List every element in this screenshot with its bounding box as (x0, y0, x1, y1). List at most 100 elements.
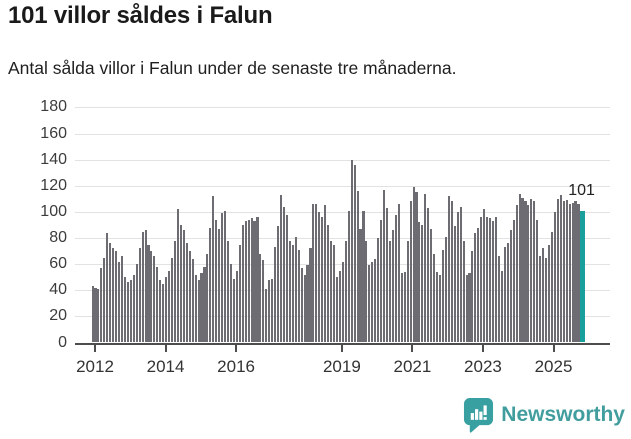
bar (268, 279, 271, 343)
bar (147, 244, 150, 343)
bar (550, 231, 553, 343)
gridline-120 (75, 185, 610, 187)
bar (362, 210, 365, 343)
bar (421, 224, 424, 343)
bar (279, 194, 283, 343)
bar (259, 253, 262, 343)
gridline-80 (75, 238, 610, 240)
bar (126, 282, 129, 343)
y-axis-label-40: 40 (49, 281, 67, 299)
y-axis-label-60: 60 (49, 255, 67, 273)
y-axis-label-0: 0 (58, 333, 67, 351)
bar (394, 214, 397, 343)
gridline-100 (75, 211, 610, 213)
x-tick-2021 (411, 344, 414, 352)
bar (347, 210, 350, 343)
bar (277, 226, 280, 343)
bar (509, 230, 512, 343)
bar (415, 192, 418, 343)
bar (91, 286, 94, 343)
bar (359, 228, 362, 343)
bar (162, 283, 165, 343)
bar (524, 201, 527, 343)
bar (265, 288, 268, 343)
bar (194, 274, 197, 343)
bar (380, 219, 383, 343)
bar (386, 208, 389, 343)
bar (530, 198, 533, 343)
bar (521, 197, 524, 343)
bar (144, 230, 147, 343)
x-tick-2016 (235, 344, 238, 352)
x-axis-label-2025: 2025 (534, 356, 573, 376)
bar (374, 258, 377, 343)
bar (545, 257, 548, 343)
bar (271, 278, 274, 343)
bar (241, 224, 244, 343)
bar (403, 271, 406, 343)
bar (256, 217, 259, 343)
bar (433, 253, 436, 343)
bar (315, 204, 318, 343)
bar (191, 258, 194, 343)
bar (335, 277, 339, 343)
bar (185, 243, 188, 343)
bar (138, 248, 141, 343)
bar (506, 243, 509, 343)
bar (274, 247, 277, 343)
y-axis-label-80: 80 (49, 229, 67, 247)
bar (226, 240, 230, 343)
bar (492, 221, 495, 343)
bar (224, 210, 227, 343)
bar (527, 205, 530, 343)
bar (474, 232, 477, 343)
bar (109, 243, 112, 343)
bar (182, 230, 185, 343)
bar (444, 236, 447, 343)
bar (221, 213, 224, 343)
newsworthy-logo[interactable]: Newsworthy (463, 397, 625, 433)
bar (515, 205, 518, 343)
newsworthy-speech-bubble-chart-icon (464, 398, 494, 433)
bar (371, 261, 374, 343)
bar (321, 217, 324, 343)
bar (494, 217, 498, 343)
bar (229, 264, 232, 343)
bar (209, 227, 212, 343)
bar (132, 274, 135, 343)
y-axis-label-120: 120 (40, 176, 67, 194)
bar (430, 228, 433, 343)
bar (477, 227, 480, 343)
bar (123, 277, 126, 343)
bar (203, 266, 206, 343)
bar (465, 274, 468, 343)
bar (206, 253, 209, 343)
bar (559, 194, 562, 343)
bar (547, 244, 551, 343)
x-axis-label-2021: 2021 (393, 356, 432, 376)
x-axis-label-2014: 2014 (146, 356, 185, 376)
bar (285, 214, 288, 343)
bar (441, 249, 445, 343)
bar (297, 249, 300, 343)
bar (312, 204, 315, 343)
bar (238, 244, 241, 343)
y-axis-label-20: 20 (49, 307, 67, 325)
bar (406, 240, 409, 343)
bar (282, 206, 286, 343)
y-axis-label-100: 100 (40, 202, 67, 220)
gridline-140 (75, 159, 610, 161)
bar (497, 256, 500, 343)
bar (471, 251, 474, 343)
x-axis-label-2019: 2019 (322, 356, 361, 376)
bar (459, 206, 462, 343)
bar (291, 244, 294, 343)
bar (518, 193, 521, 343)
bar (356, 191, 359, 343)
bar (571, 202, 574, 343)
bar (412, 187, 415, 343)
bar (409, 201, 412, 343)
bar (377, 238, 380, 343)
bar (424, 193, 427, 343)
bar (330, 240, 333, 343)
